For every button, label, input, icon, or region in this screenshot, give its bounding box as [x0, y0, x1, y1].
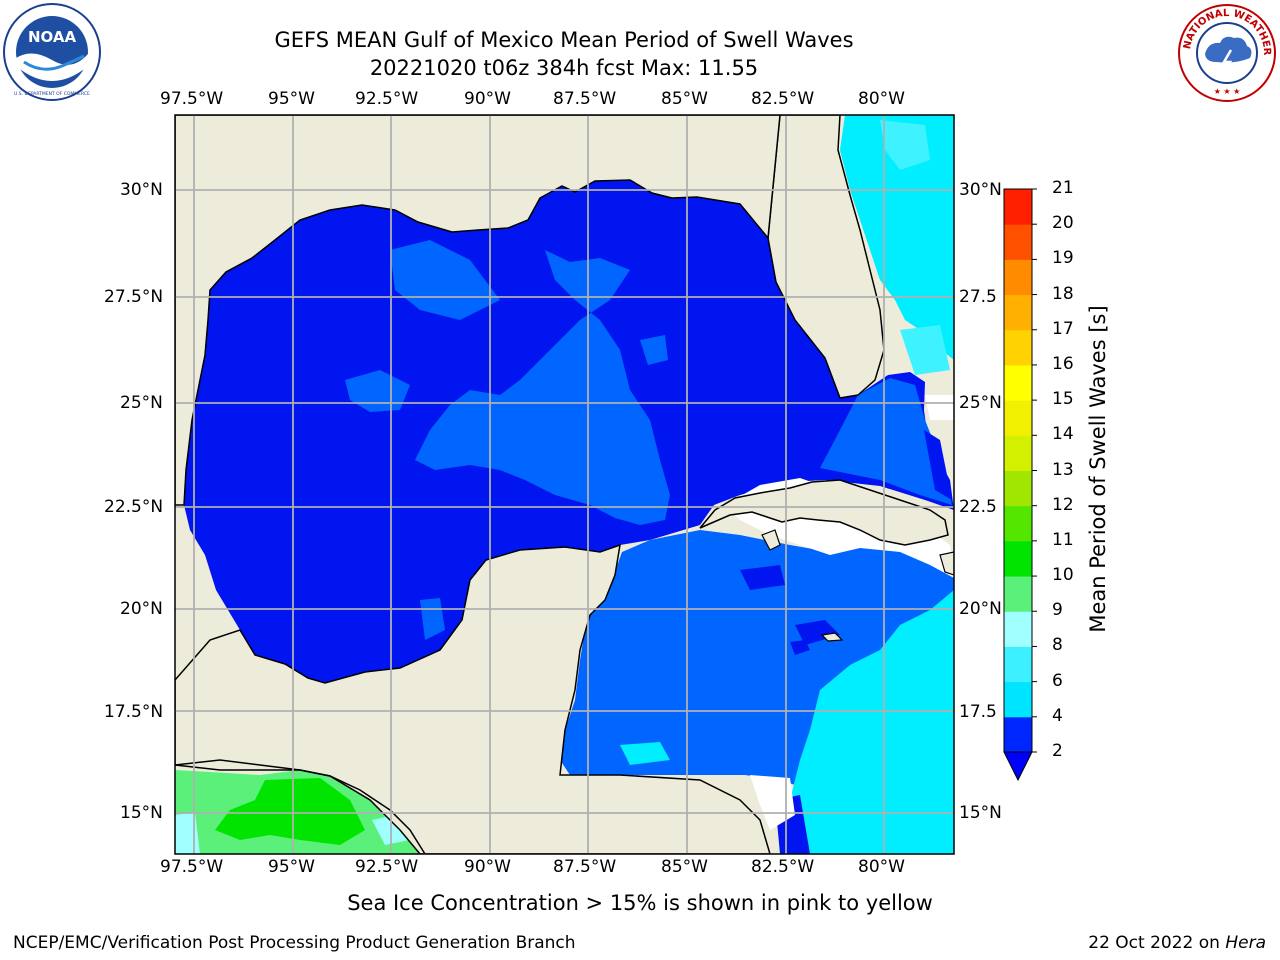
lat-label-left: 15°N — [120, 803, 163, 823]
colorbar-tick-label: 8 — [1052, 635, 1063, 656]
lat-label-right: 17.5 — [959, 702, 997, 722]
map-title: GEFS MEAN Gulf of Mexico Mean Period of … — [274, 28, 854, 52]
lon-label-bottom: 95°W — [268, 857, 315, 877]
lon-label-top: 80°W — [858, 89, 905, 109]
svg-text:★ ★ ★: ★ ★ ★ — [1214, 87, 1241, 96]
lat-label-right: 20°N — [959, 599, 1002, 619]
colorbar-tick-label: 4 — [1052, 705, 1063, 726]
lon-label-bottom: 80°W — [858, 857, 905, 877]
date-value: 22 Oct 2022 on — [1088, 933, 1220, 953]
date-text: 22 Oct 2022 on Hera — [1088, 933, 1266, 953]
colorbar-segment — [1004, 681, 1032, 718]
colorbar-tick-label: 16 — [1052, 353, 1074, 374]
lon-label-top: 92.5°W — [355, 89, 419, 109]
yucatan-land — [175, 543, 771, 854]
colorbar-segment — [1004, 400, 1032, 436]
colorbar-segment — [1004, 505, 1032, 542]
lon-label-bottom: 87.5°W — [553, 857, 617, 877]
lat-label-right: 27.5 — [959, 287, 997, 307]
colorbar-tick-label: 21 — [1052, 178, 1074, 198]
colorbar-tick-label: 11 — [1052, 529, 1074, 550]
lat-label-right: 15°N — [959, 803, 1002, 823]
colorbar-tick-label: 10 — [1052, 565, 1074, 586]
colorbar-tick-label: 15 — [1052, 389, 1074, 410]
lon-label-top: 95°W — [268, 89, 315, 109]
colorbar-tick-label: 20 — [1052, 213, 1074, 234]
colorbar-segment — [1004, 294, 1032, 331]
colorbar-segment — [1004, 576, 1032, 612]
colorbar-label: Mean Period of Swell Waves [s] — [1086, 305, 1110, 633]
colorbar-tick-label: 6 — [1052, 670, 1063, 691]
nws-logo: NATIONAL WEATHER SERVICE ★ ★ ★ — [1172, 0, 1278, 104]
lon-label-bottom: 82.5°W — [751, 857, 815, 877]
caribbean-cyan-field — [780, 590, 954, 854]
colorbar-segment — [1004, 470, 1032, 507]
map-subtitle: 20221020 t06z 384h fcst Max: 11.55 — [369, 56, 759, 80]
machine-name: Hera — [1225, 933, 1266, 953]
colorbar-tick-label: 14 — [1052, 424, 1074, 445]
colorbar-tick-label: 9 — [1052, 600, 1063, 621]
mexico-texas-land — [175, 115, 781, 506]
colorbar-tick-label: 2 — [1052, 741, 1063, 761]
lat-label-left: 25°N — [120, 393, 163, 413]
sea-ice-note: Sea Ice Concentration > 15% is shown in … — [347, 891, 933, 915]
colorbar-under-arrow — [1003, 751, 1033, 782]
colorbar-segment — [1004, 189, 1032, 225]
lon-label-top: 97.5°W — [160, 89, 224, 109]
colorbar-segment — [1004, 364, 1032, 401]
colorbar-segment — [1004, 611, 1032, 647]
lat-label-right: 22.5 — [959, 497, 997, 517]
lat-label-right: 25°N — [959, 393, 1002, 413]
lat-label-left: 20°N — [120, 599, 163, 619]
lon-label-bottom: 85°W — [661, 857, 708, 877]
colorbar-tick-label: 19 — [1052, 248, 1074, 269]
lon-label-top: 90°W — [464, 89, 511, 109]
colorbar — [1004, 188, 1037, 753]
map-plot-area — [175, 115, 954, 854]
colorbar-segment — [1004, 435, 1032, 471]
colorbar-tick-label: 13 — [1052, 459, 1074, 480]
florida-land — [767, 115, 885, 399]
colorbar-segment — [1004, 646, 1032, 683]
gulf-swell-inner — [415, 250, 670, 525]
colorbar-segment — [1004, 540, 1032, 577]
lon-label-top: 87.5°W — [553, 89, 617, 109]
colorbar-segment — [1004, 329, 1032, 366]
map-frame — [174, 114, 955, 855]
colorbar-tick-label: 18 — [1052, 283, 1074, 304]
colorbar-tick-label: 12 — [1052, 494, 1074, 515]
colorbar-segment — [1004, 716, 1032, 753]
lon-label-bottom: 97.5°W — [160, 857, 224, 877]
colorbar-segment — [1004, 259, 1032, 296]
colorbar-frame — [1003, 188, 1033, 753]
colorbar-tick-label: 17 — [1052, 318, 1074, 339]
lon-label-bottom: 92.5°W — [355, 857, 419, 877]
lat-label-left: 17.5°N — [104, 702, 164, 722]
credit-text: NCEP/EMC/Verification Post Processing Pr… — [13, 933, 576, 953]
atlantic-cyan-field — [840, 115, 954, 360]
lat-label-left: 22.5°N — [104, 497, 164, 517]
lon-label-bottom: 90°W — [464, 857, 511, 877]
noaa-logo-text: NOAA — [28, 28, 77, 46]
lon-label-top: 82.5°W — [751, 89, 815, 109]
lat-label-right: 30°N — [959, 180, 1002, 200]
noaa-logo: NOAA U.S. DEPARTMENT OF COMMERCE — [2, 2, 102, 102]
graticule — [175, 115, 954, 854]
svg-text:U.S. DEPARTMENT OF COMMERCE: U.S. DEPARTMENT OF COMMERCE — [14, 91, 90, 97]
cuba-land — [699, 479, 949, 546]
lat-label-left: 30°N — [120, 180, 163, 200]
lon-label-top: 85°W — [661, 89, 708, 109]
colorbar-segment — [1004, 224, 1032, 260]
lat-label-left: 27.5°N — [104, 287, 164, 307]
